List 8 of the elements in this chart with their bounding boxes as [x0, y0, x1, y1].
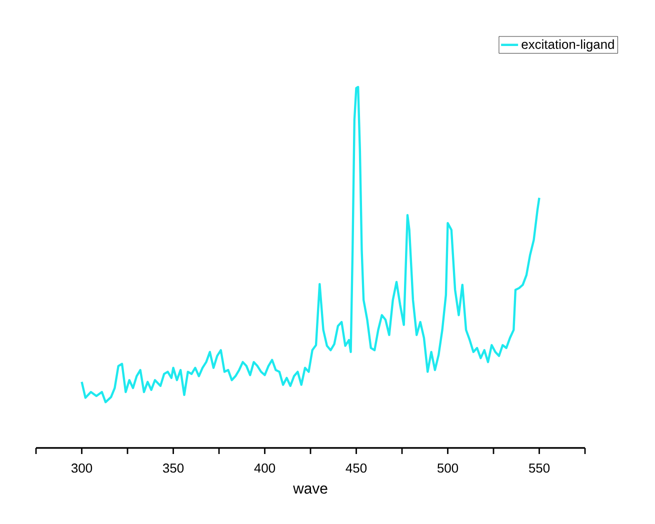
x-tick-label: 350	[162, 464, 184, 473]
x-tick-label: 500	[437, 464, 458, 473]
x-tick-label: 400	[254, 464, 276, 473]
x-axis-title: wave	[293, 486, 328, 494]
x-tick-label: 550	[528, 464, 550, 473]
x-tick-label: 450	[346, 464, 367, 473]
legend-label: excitation-ligand	[522, 39, 614, 52]
x-tick-label: 300	[71, 464, 92, 473]
